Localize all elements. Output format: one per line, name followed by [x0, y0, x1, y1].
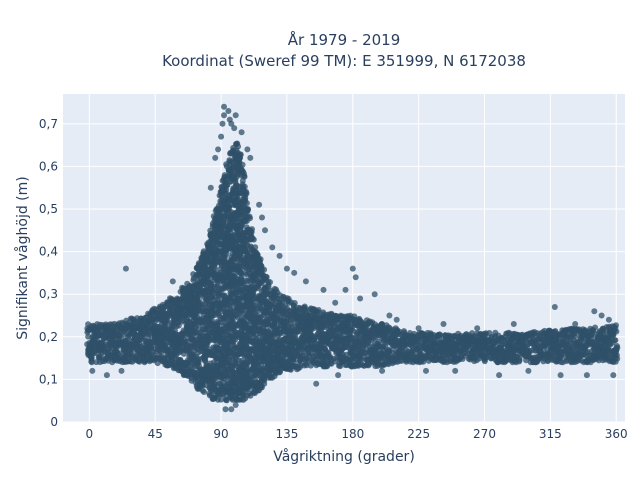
data-point [175, 322, 182, 329]
data-point [261, 266, 268, 273]
data-point [215, 282, 221, 289]
data-point [202, 357, 209, 364]
data-point [246, 213, 253, 220]
x-grid [88, 94, 617, 422]
data-point [88, 359, 95, 366]
data-point [252, 244, 259, 251]
data-point [218, 396, 224, 403]
data-point [239, 161, 246, 168]
data-point [242, 195, 249, 201]
data-point [203, 326, 210, 333]
data-point [211, 380, 218, 387]
data-point [291, 300, 298, 306]
data-point [267, 279, 273, 286]
data-points [84, 103, 621, 413]
data-point [194, 360, 201, 367]
data-point [248, 229, 255, 235]
data-point [261, 380, 268, 387]
data-point [192, 329, 199, 336]
data-point [240, 170, 247, 177]
data-point [235, 143, 242, 150]
data-point [172, 327, 178, 334]
plot-background [63, 94, 625, 422]
data-point [115, 350, 122, 357]
data-point [241, 183, 248, 190]
data-point [249, 235, 256, 242]
data-point [244, 208, 251, 215]
data-point [208, 294, 215, 301]
data-point [236, 154, 243, 161]
data-point [201, 389, 207, 395]
data-point [243, 200, 250, 207]
